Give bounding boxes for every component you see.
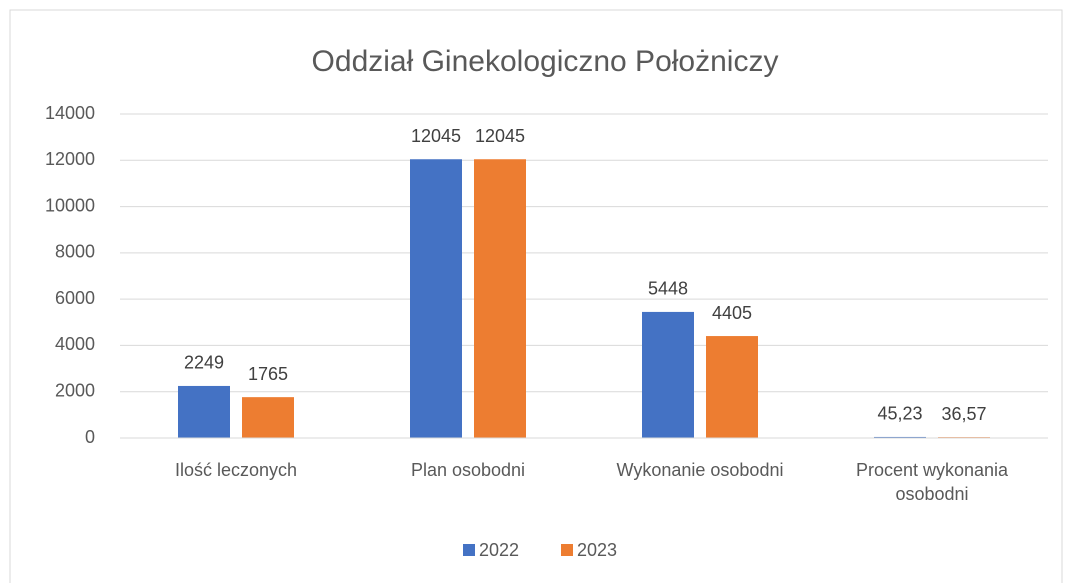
y-tick-label: 0 [85,427,95,447]
x-tick-label: Ilość leczonych [174,460,298,480]
x-tick-label: Wykonanie osobodni [616,460,784,480]
legend-label: 2022 [479,540,519,560]
y-tick-label: 12000 [45,149,95,169]
data-label: 12045 [475,126,525,146]
data-label: 2249 [184,353,224,373]
y-tick-label: 4000 [55,334,95,354]
chart-title: Oddział Ginekologiczno Położniczy [312,45,779,78]
x-tick-label: Procent wykonania osobodni [855,460,1009,504]
bar [410,159,462,438]
bar [642,311,694,438]
data-label: 12045 [411,126,461,146]
y-tick-label: 10000 [45,195,95,215]
data-label: 5448 [648,279,688,299]
y-tick-label: 8000 [55,242,95,262]
bar [474,159,526,438]
data-label: 45,23 [877,404,922,424]
bar [242,397,294,438]
bar [706,336,758,438]
y-tick-label: 6000 [55,288,95,308]
y-tick-label: 14000 [45,103,95,123]
legend-swatch [561,544,573,556]
y-tick-label: 2000 [55,380,95,400]
data-label: 4405 [712,303,752,323]
legend-label: 2023 [577,540,617,560]
x-tick-label: Plan osobodni [410,460,526,480]
bar [178,385,230,438]
data-label: 1765 [248,364,288,384]
legend-swatch [463,544,475,556]
chart-frame [9,9,1063,583]
data-label: 36,57 [941,404,986,424]
bar [874,436,926,438]
